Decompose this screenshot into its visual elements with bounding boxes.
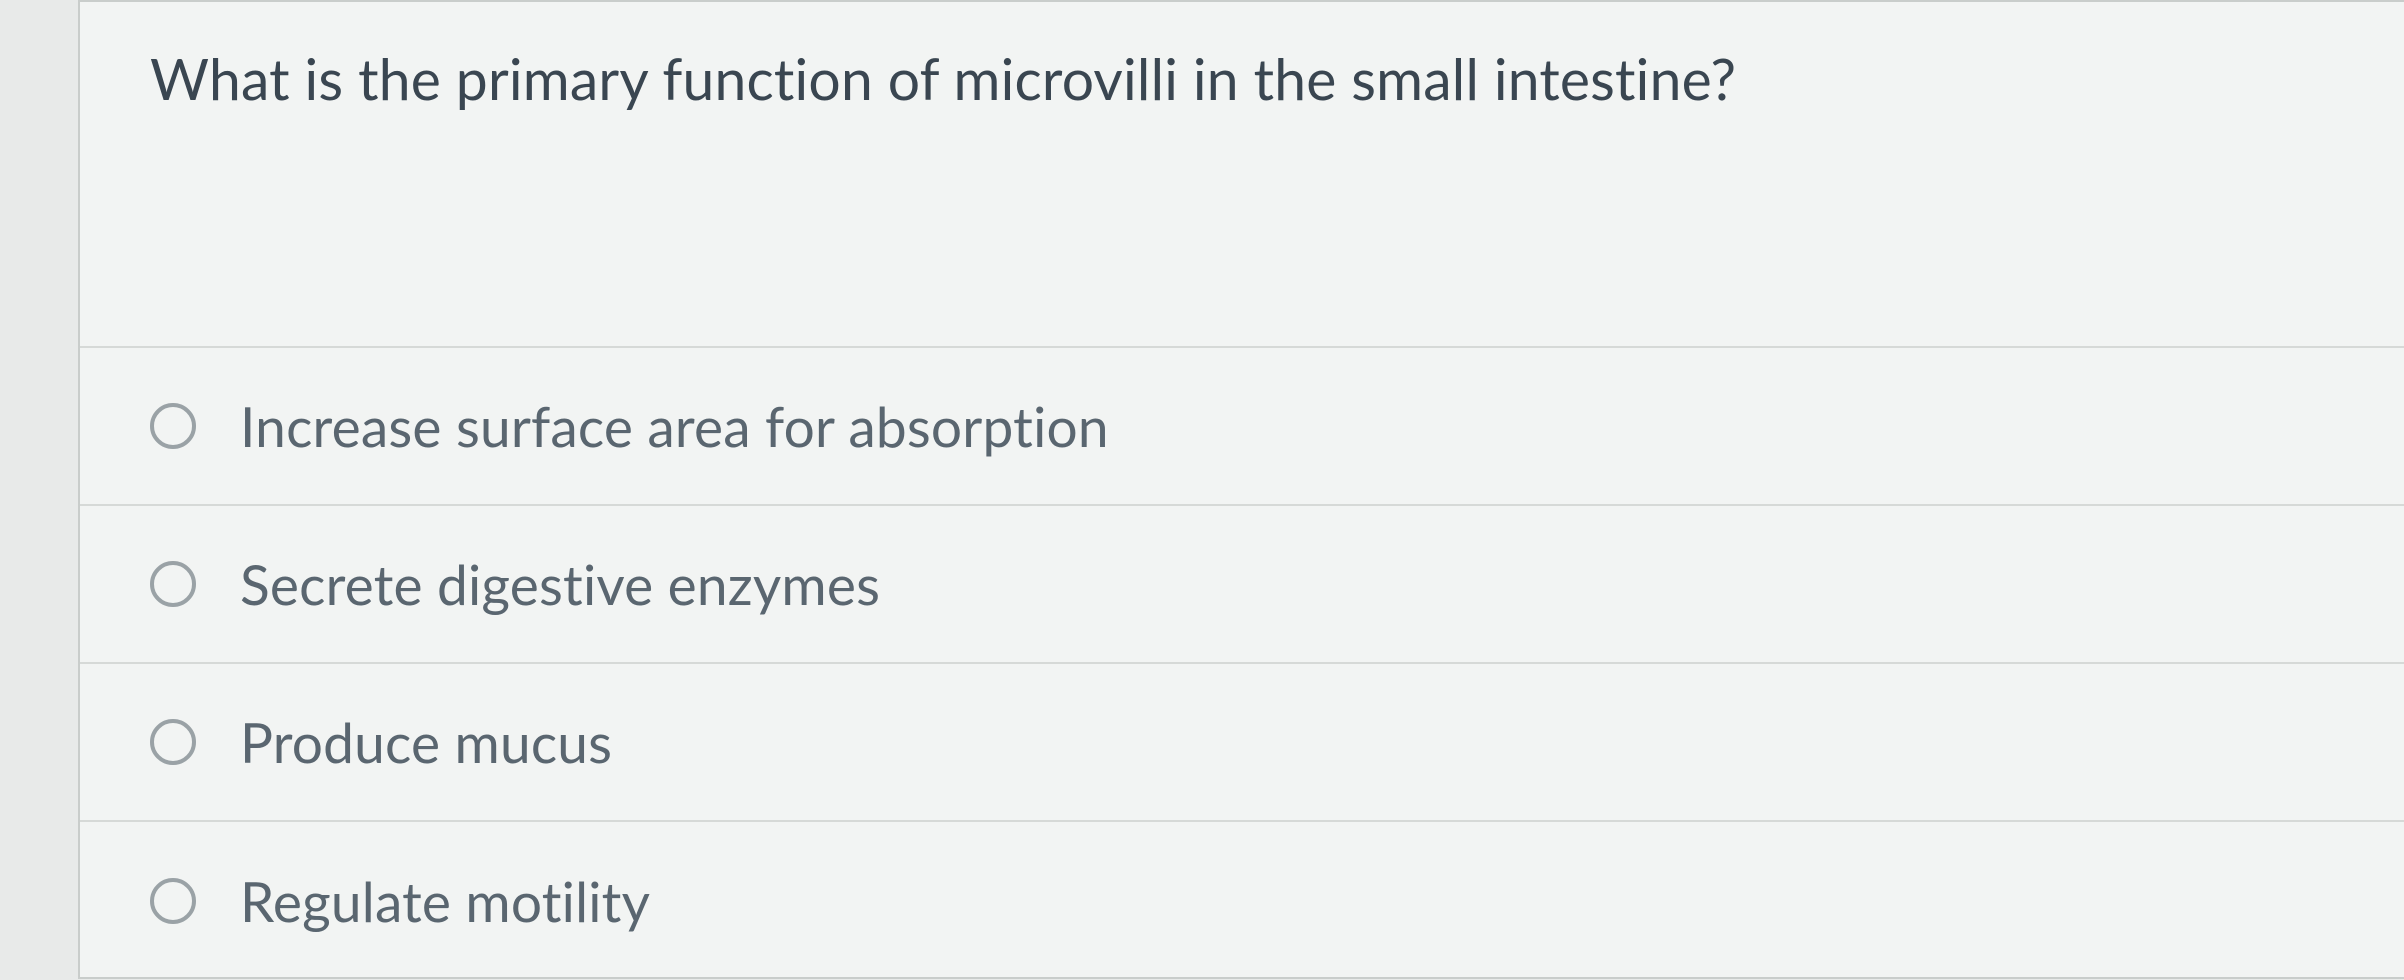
option-row-1[interactable]: Secrete digestive enzymes [80, 506, 2404, 664]
option-label: Secrete digestive enzymes [240, 551, 880, 617]
question-prompt: What is the primary function of microvil… [80, 42, 2404, 116]
question-card: What is the primary function of microvil… [78, 0, 2404, 979]
radio-icon[interactable] [150, 561, 196, 607]
option-row-2[interactable]: Produce mucus [80, 664, 2404, 822]
radio-icon[interactable] [150, 719, 196, 765]
option-label: Regulate motility [240, 868, 650, 934]
options-list: Increase surface area for absorption Sec… [80, 346, 2404, 980]
option-row-0[interactable]: Increase surface area for absorption [80, 348, 2404, 506]
option-label: Increase surface area for absorption [240, 393, 1109, 459]
radio-icon[interactable] [150, 403, 196, 449]
option-row-3[interactable]: Regulate motility [80, 822, 2404, 980]
radio-icon[interactable] [150, 878, 196, 924]
option-label: Produce mucus [240, 709, 612, 775]
